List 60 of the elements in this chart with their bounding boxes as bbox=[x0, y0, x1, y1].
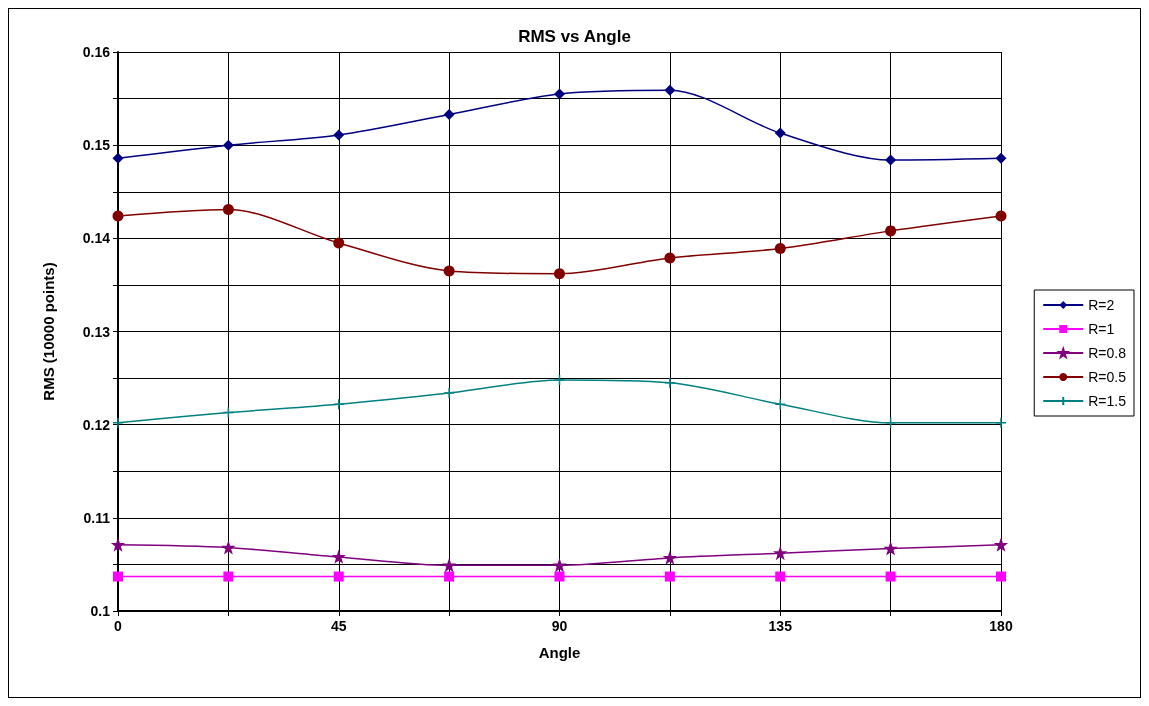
point bbox=[333, 237, 345, 249]
y-tick-label: 0.13 bbox=[82, 323, 111, 340]
x-tick-label: 135 bbox=[768, 618, 793, 634]
point bbox=[885, 154, 897, 166]
point bbox=[553, 559, 566, 572]
y-tick-label: 0.11 bbox=[83, 509, 111, 526]
point bbox=[112, 152, 124, 164]
x-tick-label: 0 bbox=[114, 618, 123, 634]
legend-label: R=0.5 bbox=[1088, 369, 1127, 385]
point bbox=[222, 541, 235, 554]
y-tick-label: 0.12 bbox=[82, 416, 111, 433]
x-tick-label: 180 bbox=[989, 618, 1013, 634]
y-axis-title: RMS (10000 points) bbox=[40, 262, 57, 401]
point bbox=[444, 571, 455, 582]
point bbox=[333, 571, 344, 582]
point bbox=[664, 571, 675, 582]
x-axis-title: Angle bbox=[538, 644, 581, 661]
point bbox=[554, 268, 565, 280]
legend-label: R=2 bbox=[1088, 297, 1115, 313]
point bbox=[885, 571, 896, 582]
legend-label: R=1 bbox=[1088, 321, 1115, 337]
point bbox=[664, 252, 676, 264]
point bbox=[774, 127, 786, 139]
point bbox=[774, 243, 786, 255]
point bbox=[995, 210, 1007, 222]
point bbox=[113, 571, 123, 582]
point bbox=[333, 129, 345, 141]
point bbox=[996, 571, 1006, 582]
legend-label: R=0.8 bbox=[1088, 345, 1127, 361]
point bbox=[222, 139, 234, 151]
y-tick-label: 0.15 bbox=[82, 137, 111, 154]
point bbox=[112, 417, 124, 429]
point bbox=[775, 571, 786, 582]
point bbox=[995, 417, 1007, 429]
point bbox=[222, 406, 235, 419]
x-tick-label: 90 bbox=[551, 618, 568, 634]
point bbox=[553, 374, 566, 386]
point bbox=[333, 398, 345, 410]
point bbox=[222, 203, 234, 215]
point bbox=[223, 571, 234, 582]
point bbox=[554, 88, 565, 100]
point bbox=[884, 417, 897, 429]
point bbox=[443, 108, 455, 120]
legend-label: R=1.5 bbox=[1088, 393, 1127, 409]
point bbox=[443, 265, 455, 277]
point bbox=[554, 571, 565, 582]
point bbox=[774, 398, 786, 410]
x-tick-label: 45 bbox=[330, 618, 347, 634]
point bbox=[664, 84, 676, 96]
point bbox=[995, 152, 1007, 164]
y-tick-label: 0.1 bbox=[90, 603, 111, 619]
y-tick-label: 0.14 bbox=[82, 230, 111, 247]
point bbox=[884, 542, 897, 555]
chart-title: RMS vs Angle bbox=[518, 27, 631, 46]
point bbox=[443, 387, 455, 399]
point bbox=[112, 210, 124, 222]
point bbox=[664, 376, 676, 389]
point bbox=[885, 225, 897, 237]
point bbox=[443, 559, 455, 572]
y-tick-label: 0.16 bbox=[82, 44, 111, 60]
